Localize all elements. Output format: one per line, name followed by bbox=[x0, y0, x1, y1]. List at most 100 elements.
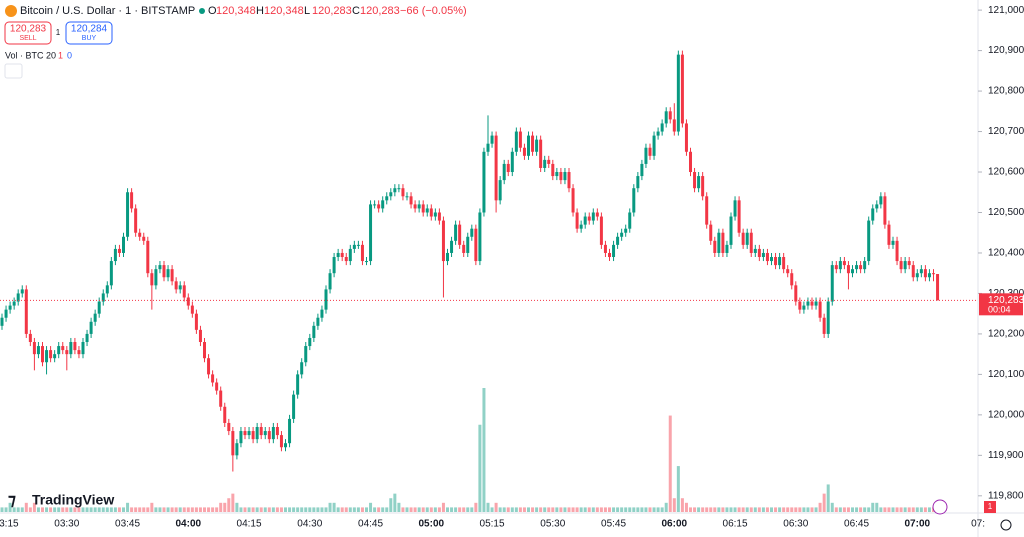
candle-body bbox=[842, 261, 846, 266]
candle-body bbox=[774, 257, 778, 266]
volume-bar bbox=[838, 507, 842, 512]
volume-bar bbox=[689, 507, 692, 512]
volume-bar bbox=[126, 502, 130, 512]
volume-bar bbox=[543, 507, 547, 512]
y-tick-label: 119,800 bbox=[988, 490, 1024, 501]
spread: 1 bbox=[56, 28, 61, 37]
volume-bar bbox=[223, 502, 227, 512]
volume-bar bbox=[178, 507, 182, 512]
volume-bar bbox=[194, 507, 198, 512]
ohlc-key: O bbox=[208, 5, 217, 17]
candle-body bbox=[138, 232, 142, 237]
candle-body bbox=[356, 244, 360, 246]
candle-body bbox=[154, 269, 158, 286]
volume-bar bbox=[284, 507, 287, 512]
x-tick-label: 06:30 bbox=[783, 519, 808, 530]
alert-icon[interactable] bbox=[932, 499, 948, 515]
candle-body bbox=[919, 269, 923, 274]
volume-bar bbox=[522, 507, 526, 512]
volume-bar bbox=[915, 507, 919, 512]
candle-body bbox=[608, 252, 611, 258]
candle-body bbox=[859, 265, 863, 270]
candle-body bbox=[502, 163, 506, 181]
volume-bar bbox=[575, 507, 579, 512]
volume-bar bbox=[36, 507, 40, 512]
volume-bar bbox=[109, 507, 113, 512]
candle-body bbox=[689, 151, 692, 173]
candle-body bbox=[595, 212, 599, 217]
buy-label: BUY bbox=[82, 35, 97, 42]
candle-body bbox=[640, 163, 644, 177]
volume-bar bbox=[717, 507, 721, 512]
countdown: 00:04 bbox=[988, 305, 1011, 315]
candle-body bbox=[20, 289, 24, 294]
volume-bar bbox=[891, 507, 895, 512]
volume-bar bbox=[437, 507, 441, 512]
candle-body bbox=[158, 265, 162, 270]
candle-body bbox=[563, 172, 567, 181]
volume-bar bbox=[174, 507, 178, 512]
candle-body bbox=[895, 240, 899, 262]
candle-body bbox=[207, 358, 211, 375]
volume-bar bbox=[822, 493, 826, 512]
volume-bar bbox=[502, 507, 506, 512]
candle-body bbox=[693, 172, 697, 189]
volume-bar bbox=[551, 507, 555, 512]
volume-bar bbox=[770, 507, 773, 512]
candle-body bbox=[676, 54, 680, 132]
candle-body bbox=[664, 111, 668, 124]
candle-body bbox=[765, 252, 769, 262]
volume-bar bbox=[603, 507, 607, 512]
x-tick-label: 05:15 bbox=[480, 519, 505, 530]
candle-body bbox=[454, 224, 458, 241]
market-status bbox=[199, 8, 205, 14]
volume-value: 1 bbox=[58, 50, 63, 60]
sell-button[interactable] bbox=[4, 21, 52, 45]
volume-bar bbox=[81, 507, 85, 512]
volume-bar bbox=[267, 507, 271, 512]
candle-body bbox=[101, 293, 105, 302]
volume-bar bbox=[227, 498, 231, 512]
candle-body bbox=[782, 257, 786, 270]
volume-bar bbox=[899, 507, 903, 512]
plot-area bbox=[0, 50, 978, 512]
volume-bar bbox=[312, 507, 316, 512]
candle-body bbox=[324, 289, 328, 310]
volume-bar bbox=[373, 507, 377, 512]
volume-bar bbox=[834, 507, 838, 512]
settings-icon[interactable] bbox=[1000, 519, 1012, 531]
volume-bar bbox=[215, 507, 219, 512]
volume-bar bbox=[527, 507, 530, 512]
volume-bar bbox=[89, 507, 93, 512]
volume-bar bbox=[316, 507, 320, 512]
volume-bar bbox=[697, 507, 701, 512]
volume-bar bbox=[595, 507, 599, 512]
candle-body bbox=[170, 269, 174, 282]
candle-body bbox=[794, 285, 798, 302]
volume-bar bbox=[377, 507, 381, 512]
candle-body bbox=[899, 261, 903, 270]
candle-body bbox=[41, 346, 44, 363]
candle-body bbox=[770, 257, 773, 262]
volume-bar bbox=[660, 507, 664, 512]
volume-bar bbox=[446, 507, 449, 512]
candle-body bbox=[636, 176, 640, 189]
candle-body bbox=[753, 248, 757, 253]
candle-body bbox=[810, 301, 814, 306]
symbol-title: Bitcoin / U.S. Dollar · 1 · BITSTAMP bbox=[20, 5, 195, 17]
candle-body bbox=[413, 204, 417, 209]
volume-bar bbox=[563, 507, 567, 512]
buy-button[interactable] bbox=[65, 21, 113, 45]
brand: TradingView bbox=[32, 492, 114, 508]
collapse-button[interactable] bbox=[4, 63, 23, 79]
candle-body bbox=[271, 427, 275, 440]
candle-body bbox=[16, 293, 20, 302]
volume-bar bbox=[814, 507, 818, 512]
volume-bar bbox=[247, 507, 251, 512]
candle-body bbox=[697, 176, 701, 189]
candle-body bbox=[725, 244, 729, 253]
candle-body bbox=[369, 204, 373, 262]
candle-body bbox=[652, 135, 656, 156]
volume-bar bbox=[871, 502, 875, 512]
volume-bar bbox=[300, 507, 304, 512]
